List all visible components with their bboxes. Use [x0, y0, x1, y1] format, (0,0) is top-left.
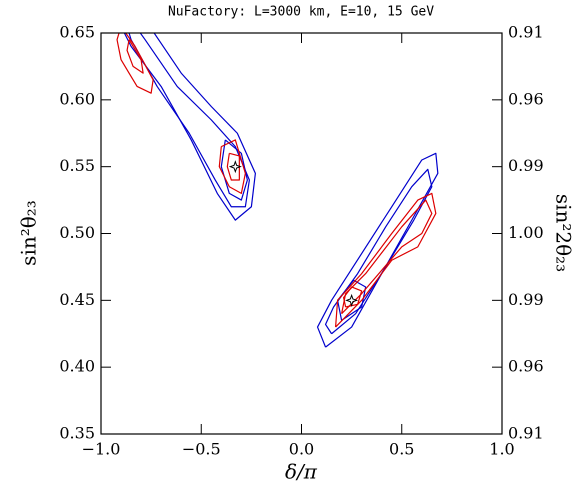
y2-tick-label: 0.96	[508, 357, 544, 376]
y-tick-label: 0.45	[59, 290, 95, 309]
best-fit-marker	[345, 293, 359, 307]
x-tick-label: 0.5	[389, 440, 414, 459]
best-fit-marker	[228, 160, 242, 174]
y-axis-label: sin²θ₂₃	[17, 200, 41, 266]
y-tick-label: 0.55	[59, 156, 95, 175]
y2-tick-label: 0.96	[508, 89, 544, 108]
contour-line	[220, 139, 248, 201]
x-tick-label: 0.0	[289, 440, 314, 459]
x-tick-label: −0.5	[182, 440, 221, 459]
contour-line	[126, 39, 144, 74]
contour-line	[343, 286, 363, 308]
y2-axis-label: sin²2θ₂₃	[552, 194, 576, 272]
contour-line	[316, 152, 439, 348]
y-tick-label: 0.60	[59, 89, 95, 108]
contour-line	[116, 33, 154, 94]
x-tick-label: −1.0	[82, 440, 121, 459]
contour-line	[334, 192, 437, 328]
y2-tick-label: 0.91	[508, 23, 544, 42]
contour-line	[123, 33, 256, 221]
x-axis-label: δ/π	[285, 460, 318, 484]
y2-tick-label: 0.91	[508, 424, 544, 443]
contour-line	[218, 139, 246, 194]
x-tick-label: 1.0	[489, 440, 514, 459]
contour-line	[128, 33, 250, 208]
y-tick-label: 0.35	[59, 424, 95, 443]
y-tick-label: 0.40	[59, 357, 95, 376]
y2-tick-label: 1.00	[508, 223, 544, 242]
contour-line	[336, 279, 367, 321]
y2-tick-label: 0.99	[508, 156, 544, 175]
contour-line	[341, 199, 433, 315]
plot-area	[116, 33, 439, 348]
chart-title: NuFactory: L=3000 km, E=10, 15 GeV	[168, 5, 434, 20]
y-tick-label: 0.65	[59, 23, 95, 42]
contour-line	[226, 152, 240, 181]
y-tick-label: 0.50	[59, 223, 95, 242]
y2-tick-label: 0.99	[508, 290, 544, 309]
